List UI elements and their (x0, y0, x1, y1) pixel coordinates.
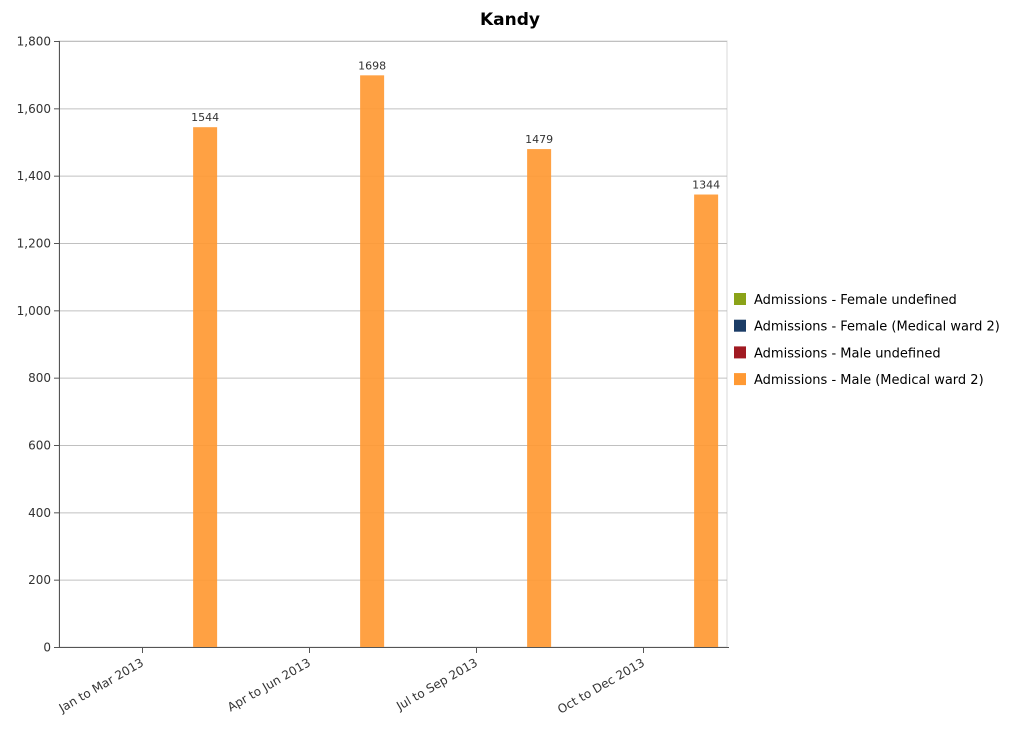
bar (193, 127, 218, 648)
data-label: 1479 (525, 133, 553, 146)
chart-title: Kandy (480, 10, 540, 30)
y-tick-label: 200 (28, 573, 51, 587)
legend-swatch (734, 319, 746, 332)
legend-item[interactable]: Admissions - Male (Medical ward 2) (734, 373, 984, 388)
y-tick-label: 400 (28, 506, 51, 520)
y-tick-label: 600 (28, 439, 51, 453)
legend-label: Admissions - Male (Medical ward 2) (754, 373, 984, 388)
legend-swatch (734, 346, 746, 359)
legend-label: Admissions - Female (Medical ward 2) (754, 320, 1000, 335)
legend-item[interactable]: Admissions - Female undefined (734, 293, 957, 308)
bar (360, 75, 385, 648)
y-tick-label: 1,600 (17, 102, 51, 116)
x-tick-label: Oct to Dec 2013 (555, 655, 647, 716)
x-tick-label: Jul to Sep 2013 (393, 655, 480, 713)
y-tick-label: 1,800 (17, 35, 51, 49)
legend-item[interactable]: Admissions - Female (Medical ward 2) (734, 319, 1000, 335)
plot-area: 0 200 400 600 800 1,000 1,200 1,400 1,600 1,800 Ja… (17, 35, 729, 717)
y-tick-label: 800 (28, 371, 51, 385)
legend: Admissions - Female undefined Admissions … (734, 293, 1000, 388)
y-tick-label: 1,000 (17, 304, 51, 318)
data-label: 1698 (358, 59, 386, 72)
legend-swatch (734, 373, 746, 386)
plot-frame (58, 40, 728, 648)
x-tick-label: Jan to Mar 2013 (56, 655, 146, 715)
data-label: 1544 (191, 111, 219, 124)
y-tick-label: 1,200 (17, 237, 51, 251)
legend-label: Admissions - Female undefined (754, 293, 957, 308)
x-tick-label: Apr to Jun 2013 (225, 655, 313, 714)
bar (694, 194, 719, 647)
legend-swatch (734, 293, 746, 305)
y-tick-label: 1,400 (17, 169, 51, 183)
bar (527, 149, 552, 647)
data-label: 1344 (692, 179, 720, 192)
legend-item[interactable]: Admissions - Male undefined (734, 346, 941, 361)
legend-label: Admissions - Male undefined (754, 346, 941, 361)
y-tick-label: 0 (43, 641, 51, 655)
